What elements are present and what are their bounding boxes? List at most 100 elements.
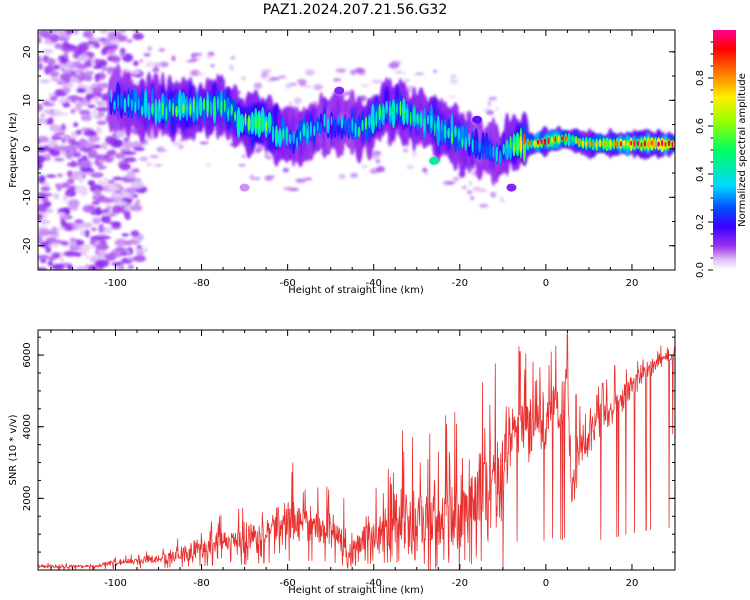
spectrogram-cell — [130, 180, 144, 189]
spectrogram-cell — [485, 110, 495, 115]
spectrogram-cell — [450, 131, 454, 145]
spectrogram-cell — [95, 206, 102, 216]
spectrogram-cell — [509, 135, 512, 149]
x-tick-label: -100 — [104, 578, 127, 589]
spectrogram-cell — [499, 150, 502, 165]
spectrogram-cell — [114, 238, 128, 247]
x-tick-label: 0 — [543, 278, 549, 289]
spectrogram-cell — [40, 258, 47, 264]
spectrogram-cell — [428, 156, 439, 165]
x-tick-label: 20 — [626, 278, 639, 289]
spectrogram-cell — [127, 264, 135, 270]
spectrogram-cell — [196, 73, 205, 76]
spectrogram-cell — [78, 42, 92, 50]
spectrogram-cell — [157, 101, 162, 124]
spectrogram-cell — [103, 154, 109, 160]
spectrogram-cell — [313, 84, 323, 91]
spectrogram-cell — [121, 251, 128, 256]
spectrogram-cell — [471, 138, 474, 153]
spectrogram-cell — [60, 215, 70, 219]
spectrogram-cell — [75, 71, 82, 76]
spectrogram-cell — [158, 98, 161, 112]
spectrogram-cell — [82, 204, 97, 213]
spectrogram-cell — [251, 115, 254, 129]
spectrogram-cell — [145, 162, 153, 167]
spectrogram-cell — [112, 205, 122, 214]
spectrogram-cell — [98, 162, 104, 171]
spectrogram-cell — [130, 204, 143, 212]
spectrogram-cell — [123, 157, 137, 163]
spectrogram-cell — [253, 177, 261, 181]
spectrogram-cell — [661, 139, 664, 147]
spectrogram-cell — [466, 190, 473, 195]
spectrogram-cell — [513, 142, 515, 155]
spectrogram-cell — [406, 108, 409, 125]
spectrogram-cell — [206, 100, 209, 117]
spectrogram-cell — [571, 135, 574, 142]
spectrogram-ridge-layer — [110, 89, 674, 165]
spectrogram-cell — [452, 176, 460, 182]
spectrogram-cell — [350, 172, 359, 178]
spectrogram-cell — [247, 114, 251, 132]
spectrogram-cell — [63, 250, 78, 257]
spectrogram-cell — [196, 102, 199, 119]
spectrogram-cell — [186, 104, 188, 115]
spectrogram-cell — [193, 96, 195, 114]
spectrogram-cell — [633, 140, 636, 147]
spectrogram-cell — [106, 205, 112, 210]
spectrogram-cell — [506, 139, 508, 149]
spectrogram-cell — [478, 138, 481, 153]
spectrogram-cell — [66, 178, 75, 185]
y-tick-label: 10 — [22, 94, 33, 107]
spectrogram-cell — [292, 130, 296, 145]
spectrogram-cell — [230, 56, 236, 60]
colorbar: 0.0 0.2 0.4 0.6 0.8 Normalized spectral ampl… — [695, 30, 748, 278]
spectrogram-cell — [406, 164, 414, 170]
colorbar-tick-label: 0.8 — [695, 70, 706, 86]
spectrogram-cell — [536, 139, 540, 145]
spectrogram-cell — [121, 233, 129, 237]
spectrogram-cell — [84, 74, 93, 82]
spectrogram-cell — [175, 105, 178, 117]
snr-series-line — [38, 333, 675, 570]
spectrogram-cell — [38, 36, 42, 44]
spectrogram-cell — [51, 263, 65, 270]
x-tick-label: -80 — [193, 278, 209, 289]
spectrogram-cell — [375, 111, 378, 127]
spectrogram-cell — [581, 140, 585, 148]
spectrogram-cell — [602, 140, 605, 148]
spectrogram-cell — [65, 152, 74, 160]
spectrogram-cell — [530, 140, 532, 146]
spectrogram-cell — [105, 135, 116, 145]
spectrogram-cell — [472, 115, 483, 124]
spectrogram-cell — [568, 137, 570, 142]
spectrogram-cell — [61, 182, 70, 189]
spectrogram-cell — [396, 103, 398, 115]
spectrogram-cell — [304, 69, 315, 76]
spectrogram-cell — [470, 196, 474, 200]
spectrogram-cell — [66, 162, 80, 167]
spectrogram-cell — [460, 125, 465, 146]
spectrogram-cell — [105, 67, 116, 72]
spectrogram-cell — [330, 116, 333, 126]
spectrogram-cell — [490, 191, 497, 198]
spectrogram-cell — [354, 122, 357, 139]
spectrogram-cell — [96, 120, 107, 126]
spectrogram-cell — [626, 141, 629, 147]
spectrogram-cell — [388, 62, 400, 69]
spectrogram-cell — [94, 58, 102, 65]
snr-y-ticks: 2000 4000 6000 — [22, 336, 675, 571]
spectrogram-cell — [210, 100, 212, 118]
spectrogram-cell — [100, 215, 111, 224]
spectrogram-cell — [261, 69, 272, 73]
colorbar-tick-label: 0.0 — [695, 262, 706, 278]
spectrogram-cell — [49, 70, 60, 78]
spectrogram-cell — [100, 182, 112, 187]
spectrogram-cell — [487, 100, 492, 107]
spectrogram-cell — [205, 163, 212, 167]
spectrogram-cell — [109, 185, 114, 191]
spectrogram-cell — [347, 119, 350, 134]
spectrogram-cell — [99, 30, 109, 34]
spectrogram-cell — [220, 100, 223, 116]
spectrogram-cell — [268, 124, 271, 134]
